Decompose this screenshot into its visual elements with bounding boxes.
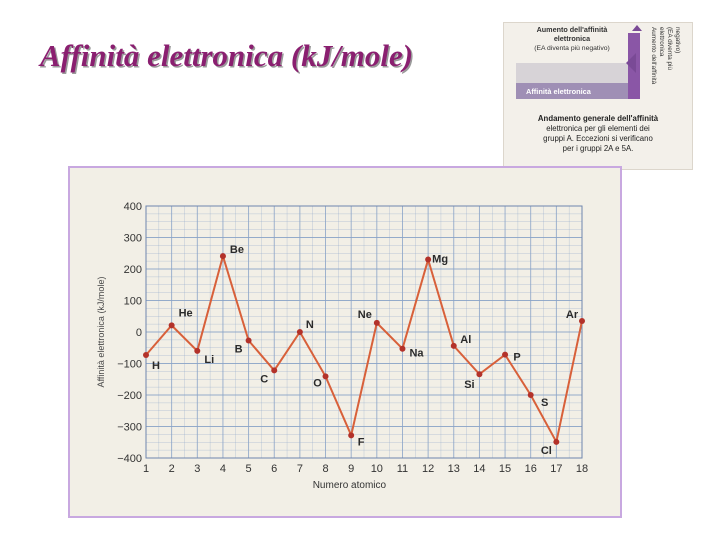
data-point xyxy=(322,373,329,380)
y-tick-label: 0 xyxy=(136,327,142,339)
inset-top-text-3: (EA diventa più negativo) xyxy=(534,45,610,52)
x-tick-label: 3 xyxy=(194,463,200,475)
x-tick-label: 7 xyxy=(297,463,303,475)
element-label: He xyxy=(179,307,193,319)
y-tick-label: −400 xyxy=(117,453,142,465)
element-label: H xyxy=(152,360,160,372)
element-label: C xyxy=(260,373,268,385)
y-tick-label: −200 xyxy=(117,390,142,402)
element-label: S xyxy=(541,397,548,409)
x-tick-label: 8 xyxy=(322,463,328,475)
inset-bar-label: Affinità elettronica xyxy=(526,87,592,96)
data-point xyxy=(399,345,406,352)
series-line xyxy=(145,252,583,445)
data-point xyxy=(168,322,175,329)
inset-top-text-1: Aumento dell'affinità xyxy=(537,25,609,34)
arrow-up-icon xyxy=(632,25,642,31)
inset-top-band xyxy=(516,63,628,83)
y-tick-label: 100 xyxy=(124,296,142,308)
data-point xyxy=(476,371,483,378)
x-tick-label: 16 xyxy=(525,463,537,475)
y-tick-labels: 400 300 200 100 0 −100 −200 −300 −400 xyxy=(117,201,142,465)
inset-right-text-2: elettronica xyxy=(658,27,665,57)
element-label: N xyxy=(306,319,314,331)
x-tick-label: 9 xyxy=(348,463,354,475)
data-point xyxy=(527,392,534,398)
inset-caption-1: Andamento generale dell'affinità xyxy=(538,114,659,123)
x-tick-label: 18 xyxy=(576,463,588,475)
element-label: Al xyxy=(460,334,471,346)
data-point xyxy=(373,319,380,326)
element-label: Mg xyxy=(432,254,448,266)
data-point xyxy=(425,256,432,263)
data-point xyxy=(245,337,252,344)
series-polyline xyxy=(145,252,583,445)
slide-title: Affinità elettronica (kJ/mole) xyxy=(40,38,414,73)
data-point xyxy=(502,351,509,358)
element-labels: H He Li Be B C N O F Ne Na Mg Al Si P S Cl Ar xyxy=(152,244,579,457)
data-point xyxy=(450,342,457,349)
inset-bar xyxy=(516,83,628,99)
data-point xyxy=(194,347,201,354)
y-tick-label: 400 xyxy=(124,201,142,213)
x-tick-label: 2 xyxy=(169,463,175,475)
x-tick-label: 5 xyxy=(246,463,252,475)
element-label: P xyxy=(513,352,520,364)
x-tick-label: 17 xyxy=(550,463,562,475)
data-point xyxy=(348,432,355,439)
data-point xyxy=(143,351,149,358)
y-tick-label: 300 xyxy=(124,233,142,245)
inset-right-text-3: (EA diventa più xyxy=(666,27,673,70)
data-point xyxy=(296,329,303,335)
element-label: Be xyxy=(230,244,244,256)
element-label: Ar xyxy=(566,309,579,321)
y-tick-label: −300 xyxy=(117,422,142,434)
element-label: O xyxy=(313,377,322,389)
element-label: F xyxy=(358,436,365,448)
inset-caption-4: per i gruppi 2A e 5A. xyxy=(563,144,634,153)
element-label: Li xyxy=(204,354,214,366)
x-tick-label: 14 xyxy=(473,463,485,475)
x-tick-label: 10 xyxy=(371,463,383,475)
data-point xyxy=(219,253,226,260)
element-label: Si xyxy=(464,379,474,391)
x-axis-label: Numero atomico xyxy=(313,480,387,491)
inset-caption-3: gruppi A. Eccezioni si verificano xyxy=(543,134,653,143)
x-tick-label: 15 xyxy=(499,463,511,475)
inset-caption-2: elettronica per gli elementi dei xyxy=(546,124,650,133)
inset-right-text-4: negativo) xyxy=(674,27,681,53)
element-label: Ne xyxy=(358,309,372,321)
element-label: B xyxy=(235,344,243,356)
data-point xyxy=(553,438,560,445)
inset-right-text-1: Aumento dell'affinità xyxy=(650,27,657,85)
element-label: Cl xyxy=(541,445,552,457)
x-tick-label: 11 xyxy=(397,463,408,475)
trend-inset-svg: Aumento dell'affinità elettronica (EA di… xyxy=(516,25,681,153)
arrow-right-icon xyxy=(626,53,636,73)
data-point xyxy=(271,367,278,374)
chart-grid xyxy=(145,205,583,459)
y-tick-label: −100 xyxy=(117,359,142,371)
y-tick-label: 200 xyxy=(124,264,142,276)
x-tick-label: 6 xyxy=(271,463,277,475)
inset-top-text-2: elettronica xyxy=(554,34,591,43)
x-tick-label: 13 xyxy=(448,463,460,475)
element-label: Na xyxy=(409,348,424,360)
data-point xyxy=(579,317,585,324)
y-axis-label: Affinità elettronica (kJ/mole) xyxy=(96,277,106,388)
plot-area-border xyxy=(145,205,583,459)
x-tick-label: 4 xyxy=(220,463,226,475)
x-tick-label: 1 xyxy=(143,463,149,475)
x-tick-label: 12 xyxy=(422,463,434,475)
trend-inset-figure: Aumento dell'affinità elettronica (EA di… xyxy=(503,22,693,170)
x-tick-labels: 1 2 3 4 5 6 7 8 9 10 11 12 13 14 15 16 17 18 xyxy=(143,463,588,475)
series-points xyxy=(143,253,585,445)
